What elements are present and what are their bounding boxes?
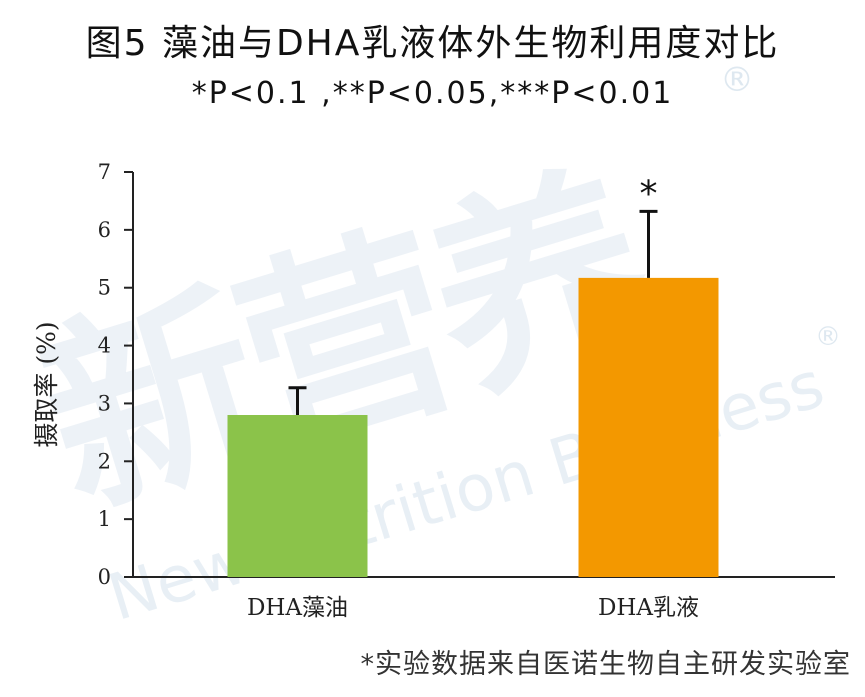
chart-title: 图5 藻油与DHA乳液体外生物利用度对比 [85, 23, 780, 64]
y-tick-label: 4 [98, 334, 111, 358]
bar [227, 415, 368, 577]
significance-marker: * [640, 173, 658, 214]
chart-subtitle: *P<0.1 ,**P<0.05,***P<0.01 [191, 76, 674, 111]
y-tick-label: 5 [98, 276, 111, 300]
bar [578, 277, 719, 577]
y-tick-label: 7 [98, 160, 111, 184]
y-tick-label: 3 [98, 391, 111, 415]
y-tick-label: 6 [98, 218, 111, 242]
y-tick-label: 1 [98, 507, 111, 531]
y-tick-label: 2 [98, 449, 111, 473]
footnote: *实验数据来自医诺生物自主研发实验室 [360, 649, 851, 680]
x-tick-label: DHA乳液 [598, 595, 699, 621]
y-axis-label: 摄取率 (%) [32, 321, 61, 447]
x-tick-label: DHA藻油 [247, 595, 348, 621]
y-tick-label: 0 [98, 565, 111, 589]
